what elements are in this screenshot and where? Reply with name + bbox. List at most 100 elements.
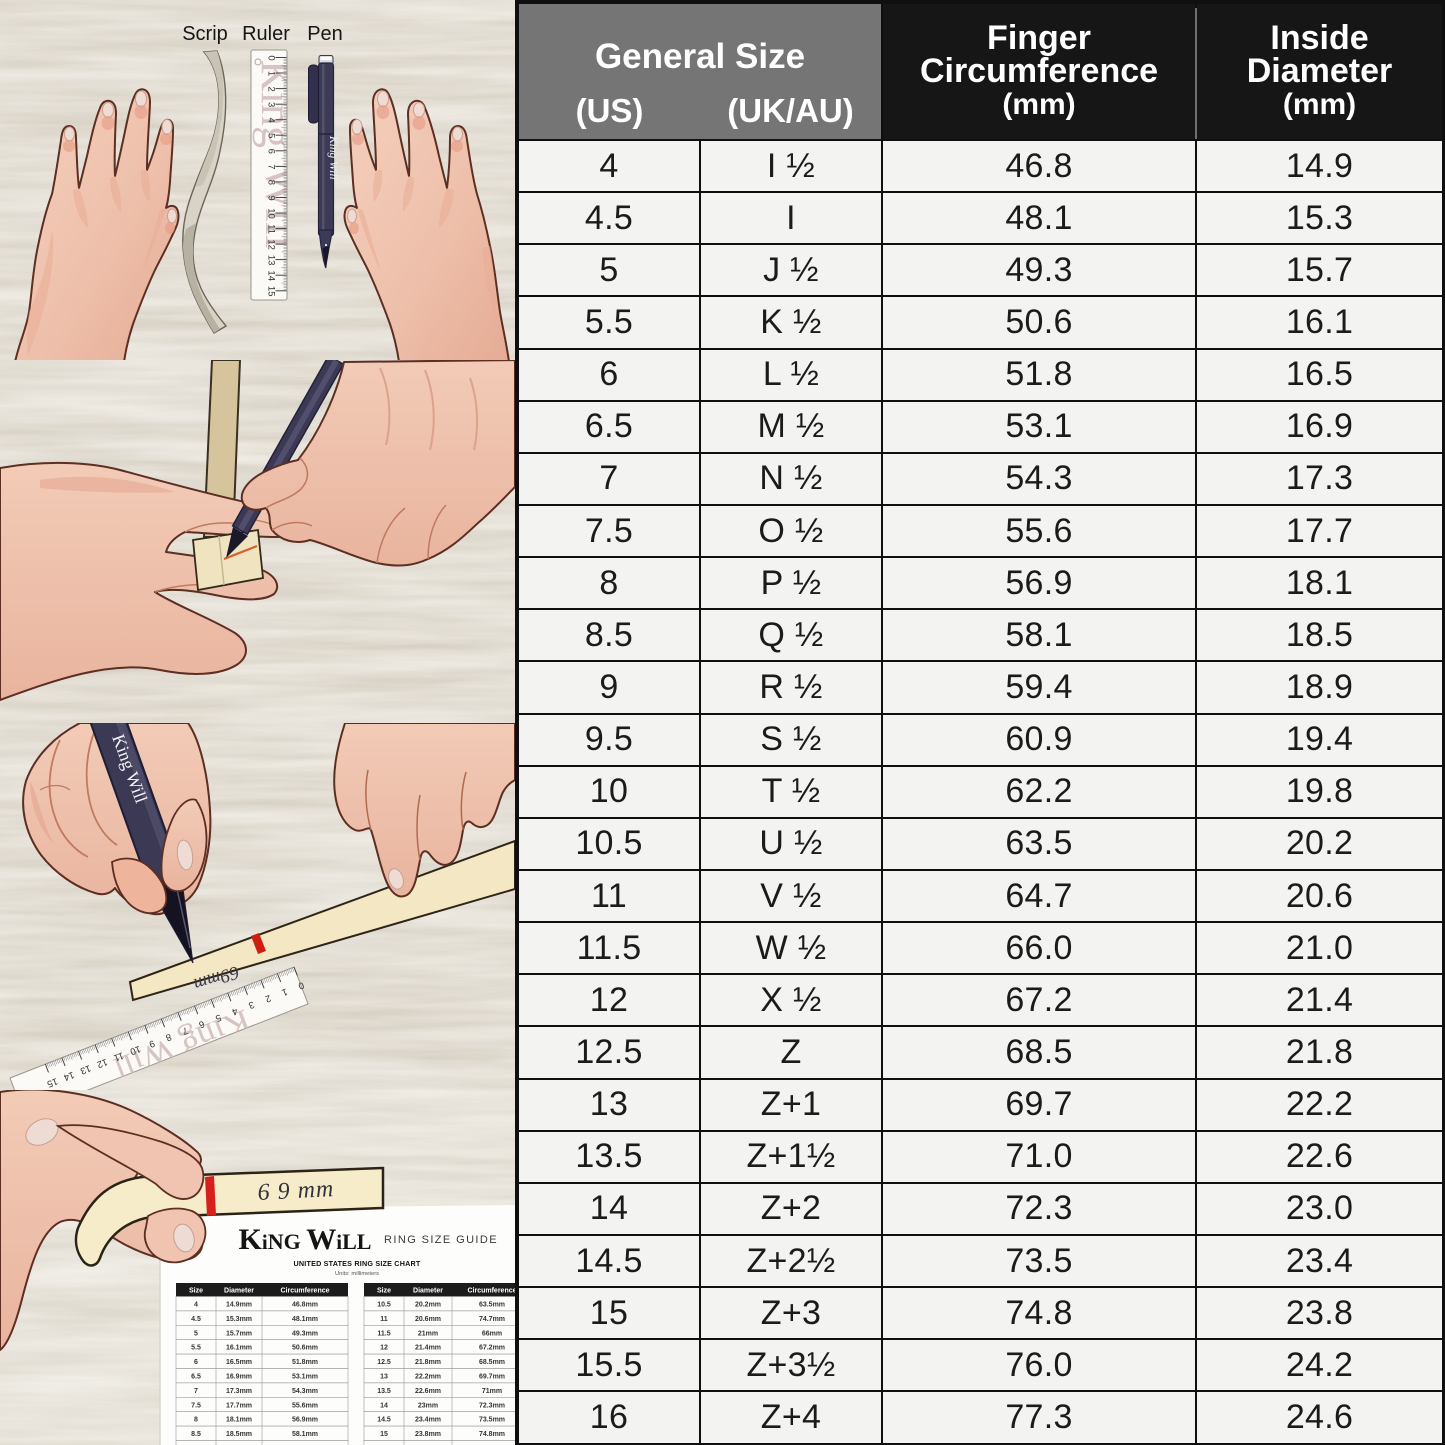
svg-text:9: 9 bbox=[266, 195, 277, 200]
svg-text:11: 11 bbox=[112, 1049, 125, 1063]
svg-text:48.1mm: 48.1mm bbox=[292, 1316, 318, 1323]
svg-text:20.6mm: 20.6mm bbox=[415, 1316, 441, 1323]
svg-text:17.7mm: 17.7mm bbox=[226, 1402, 252, 1409]
svg-text:18.5mm: 18.5mm bbox=[226, 1431, 252, 1438]
svg-text:13.5: 13.5 bbox=[377, 1388, 391, 1395]
svg-text:Scrip: Scrip bbox=[182, 23, 228, 45]
svg-text:22.2mm: 22.2mm bbox=[415, 1374, 441, 1381]
svg-text:68.5mm: 68.5mm bbox=[479, 1359, 505, 1366]
svg-text:15.3mm: 15.3mm bbox=[226, 1316, 252, 1323]
svg-text:16.9mm: 16.9mm bbox=[226, 1374, 252, 1381]
svg-text:15: 15 bbox=[380, 1431, 388, 1438]
svg-text:54.3mm: 54.3mm bbox=[292, 1388, 318, 1395]
svg-text:13: 13 bbox=[380, 1374, 388, 1381]
svg-text:11.5: 11.5 bbox=[377, 1330, 390, 1337]
svg-text:Pen: Pen bbox=[307, 23, 343, 45]
svg-text:17.3mm: 17.3mm bbox=[226, 1388, 252, 1395]
svg-text:74.8mm: 74.8mm bbox=[479, 1431, 505, 1438]
svg-text:Units: millimeters: Units: millimeters bbox=[335, 1271, 379, 1277]
svg-text:22.6mm: 22.6mm bbox=[415, 1388, 441, 1395]
svg-text:3: 3 bbox=[266, 102, 277, 107]
svg-text:18.1mm: 18.1mm bbox=[226, 1417, 252, 1424]
svg-text:58.1mm: 58.1mm bbox=[292, 1431, 318, 1438]
svg-text:Diameter: Diameter bbox=[224, 1288, 254, 1295]
svg-text:4: 4 bbox=[266, 118, 277, 123]
svg-text:49.3mm: 49.3mm bbox=[292, 1330, 318, 1337]
svg-text:8: 8 bbox=[266, 180, 277, 185]
svg-text:6: 6 bbox=[194, 1359, 198, 1366]
svg-text:55.6mm: 55.6mm bbox=[292, 1402, 318, 1409]
svg-text:0: 0 bbox=[297, 979, 306, 991]
svg-text:12.5: 12.5 bbox=[377, 1359, 391, 1366]
svg-text:6 9 mm: 6 9 mm bbox=[257, 1176, 335, 1206]
svg-text:4.5: 4.5 bbox=[191, 1316, 201, 1323]
svg-text:14.9mm: 14.9mm bbox=[226, 1302, 252, 1309]
svg-text:72.3mm: 72.3mm bbox=[479, 1402, 505, 1409]
svg-text:2: 2 bbox=[263, 992, 272, 1004]
svg-text:2: 2 bbox=[266, 86, 277, 91]
svg-text:14: 14 bbox=[380, 1402, 388, 1409]
svg-text:16.5mm: 16.5mm bbox=[226, 1359, 252, 1366]
svg-text:7.5: 7.5 bbox=[191, 1402, 201, 1409]
svg-text:67.2mm: 67.2mm bbox=[479, 1345, 505, 1352]
svg-text:Will: Will bbox=[255, 165, 308, 248]
svg-text:10.5: 10.5 bbox=[377, 1302, 391, 1309]
svg-text:74.7mm: 74.7mm bbox=[479, 1316, 505, 1323]
svg-text:6.5: 6.5 bbox=[191, 1374, 201, 1381]
svg-text:12: 12 bbox=[95, 1056, 109, 1070]
svg-text:7: 7 bbox=[266, 164, 277, 169]
svg-text:12: 12 bbox=[380, 1345, 388, 1352]
svg-text:46.8mm: 46.8mm bbox=[292, 1302, 318, 1309]
svg-text:Circumference: Circumference bbox=[467, 1288, 515, 1295]
svg-text:21mm: 21mm bbox=[418, 1330, 438, 1337]
svg-text:51.8mm: 51.8mm bbox=[292, 1359, 318, 1366]
svg-text:16.1mm: 16.1mm bbox=[226, 1345, 252, 1352]
svg-text:15.7mm: 15.7mm bbox=[226, 1330, 252, 1337]
svg-text:53.1mm: 53.1mm bbox=[292, 1374, 318, 1381]
svg-text:73.5mm: 73.5mm bbox=[479, 1417, 505, 1424]
svg-text:0: 0 bbox=[266, 55, 277, 60]
svg-text:20.2mm: 20.2mm bbox=[415, 1302, 441, 1309]
svg-text:7: 7 bbox=[181, 1024, 190, 1036]
svg-text:Size: Size bbox=[377, 1288, 391, 1295]
svg-text:14: 14 bbox=[266, 270, 277, 281]
svg-text:UNITED STATES RING SIZE CHART: UNITED STATES RING SIZE CHART bbox=[294, 1259, 421, 1268]
svg-text:4: 4 bbox=[230, 1005, 239, 1017]
svg-text:King Will: King Will bbox=[327, 135, 339, 180]
svg-text:9: 9 bbox=[147, 1037, 156, 1049]
svg-text:8: 8 bbox=[194, 1417, 198, 1424]
svg-text:Diameter: Diameter bbox=[413, 1288, 443, 1295]
svg-text:13: 13 bbox=[79, 1062, 93, 1076]
svg-text:3: 3 bbox=[247, 998, 256, 1010]
svg-text:6: 6 bbox=[266, 149, 277, 154]
svg-text:14: 14 bbox=[62, 1069, 76, 1083]
svg-text:14.5: 14.5 bbox=[377, 1417, 391, 1424]
svg-text:10: 10 bbox=[128, 1043, 142, 1057]
svg-text:13: 13 bbox=[266, 255, 277, 266]
svg-text:8: 8 bbox=[164, 1031, 173, 1043]
svg-text:15: 15 bbox=[266, 286, 277, 297]
svg-text:11: 11 bbox=[380, 1316, 388, 1323]
svg-text:KiNG WiLL: KiNG WiLL bbox=[239, 1223, 372, 1256]
svg-text:Ruler: Ruler bbox=[242, 23, 290, 45]
svg-text:7: 7 bbox=[194, 1388, 198, 1395]
svg-text:23mm: 23mm bbox=[418, 1402, 438, 1409]
svg-text:RING SIZE GUIDE: RING SIZE GUIDE bbox=[384, 1234, 498, 1246]
svg-text:11: 11 bbox=[266, 224, 277, 234]
svg-text:5: 5 bbox=[214, 1011, 223, 1023]
svg-text:21.4mm: 21.4mm bbox=[415, 1345, 441, 1352]
svg-text:63.5mm: 63.5mm bbox=[479, 1302, 505, 1309]
svg-text:5.5: 5.5 bbox=[191, 1345, 201, 1352]
svg-text:56.9mm: 56.9mm bbox=[292, 1417, 318, 1424]
svg-text:12: 12 bbox=[266, 239, 277, 250]
svg-text:23.8mm: 23.8mm bbox=[415, 1431, 441, 1438]
svg-text:10: 10 bbox=[266, 208, 277, 219]
svg-text:71mm: 71mm bbox=[482, 1388, 502, 1395]
svg-text:66mm: 66mm bbox=[482, 1330, 502, 1337]
svg-text:8.5: 8.5 bbox=[191, 1431, 201, 1438]
svg-text:21.8mm: 21.8mm bbox=[415, 1359, 441, 1366]
svg-text:Size: Size bbox=[189, 1288, 203, 1295]
svg-text:4: 4 bbox=[194, 1302, 198, 1309]
svg-text:Circumference: Circumference bbox=[280, 1288, 329, 1295]
svg-text:5: 5 bbox=[194, 1330, 198, 1337]
